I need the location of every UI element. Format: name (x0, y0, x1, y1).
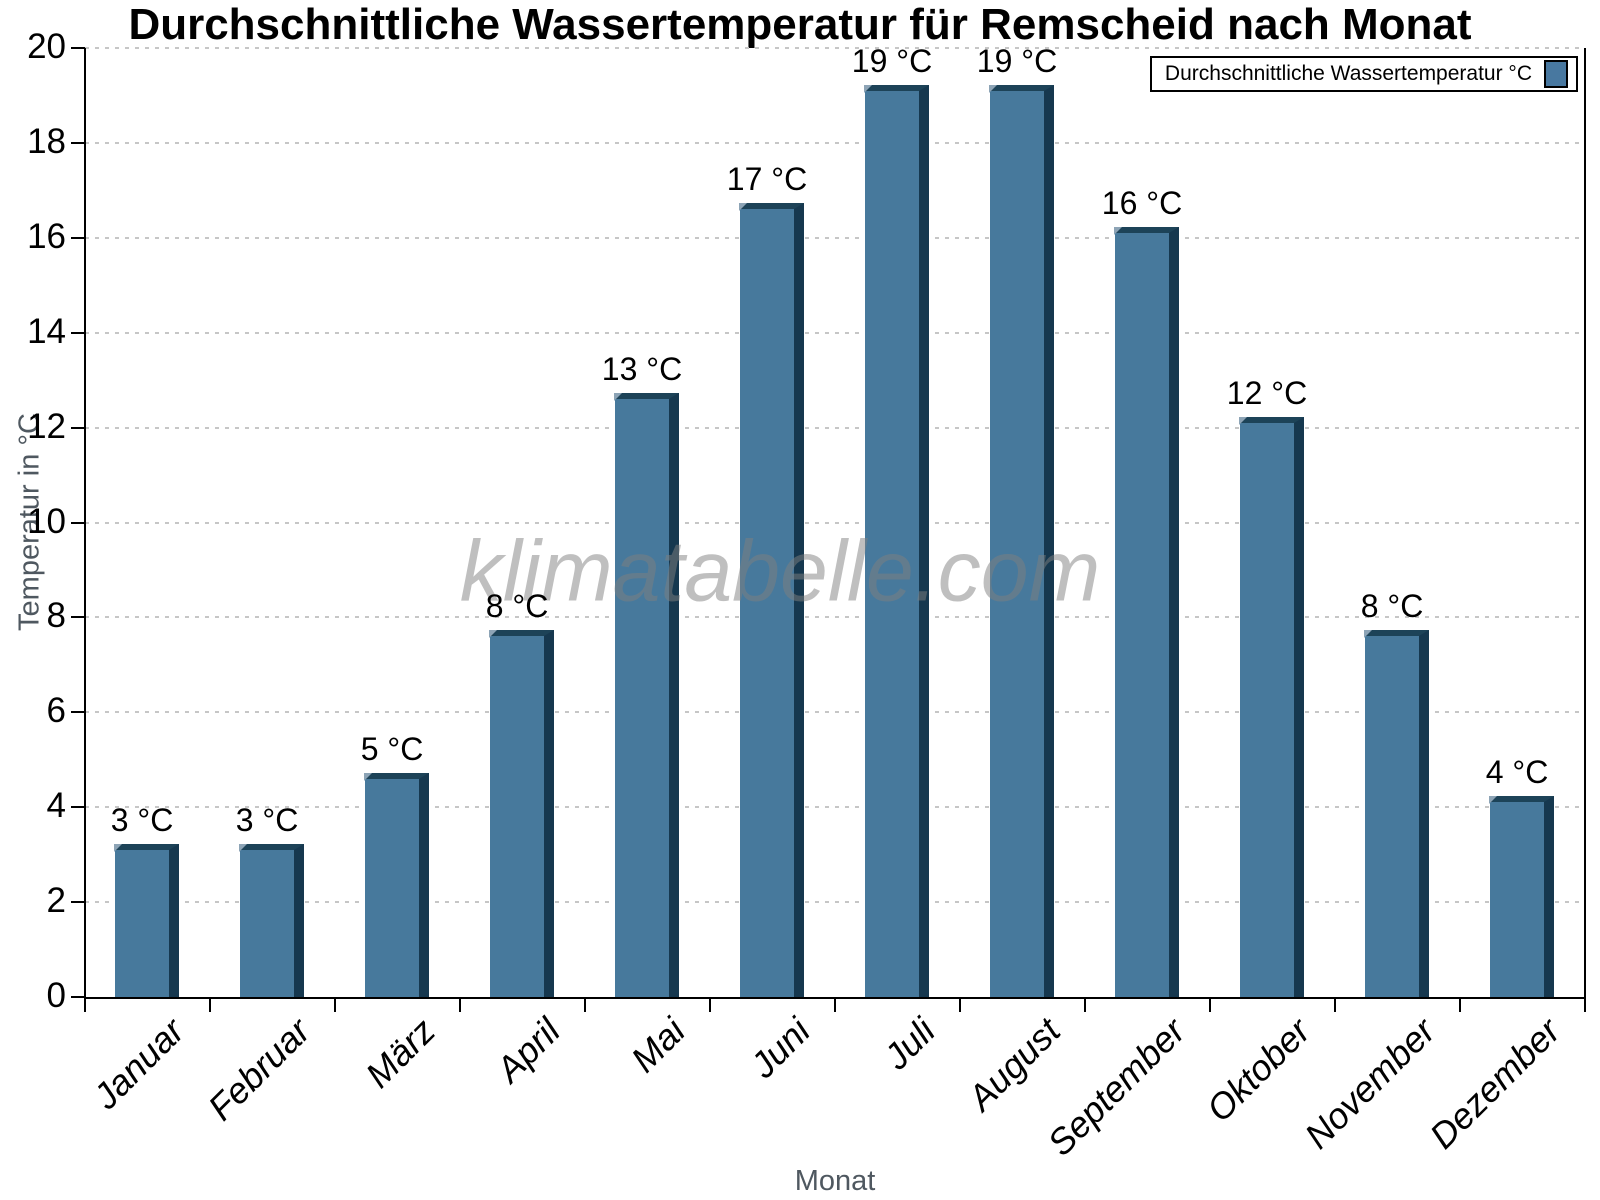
y-tick-20 (71, 47, 85, 49)
value-label-august: 19 °C (976, 43, 1058, 79)
value-label-februar: 3 °C (235, 802, 299, 838)
y-tick-2 (71, 901, 85, 903)
bar-bevel-september (1114, 227, 1122, 235)
y-axis-line (84, 48, 86, 999)
y-tick-label-8: 8 (46, 596, 66, 635)
bar-bevel-mai (614, 393, 622, 401)
gridline-12 (85, 427, 1585, 429)
value-label-juli: 19 °C (851, 43, 933, 79)
bar-januar (114, 844, 179, 997)
legend-label: Durchschnittliche Wassertemperatur °C (1164, 62, 1532, 85)
x-tick-2 (334, 999, 336, 1012)
bar-bevel-februar (239, 844, 247, 852)
bar-dezember (1489, 796, 1554, 997)
bar-september (1114, 227, 1179, 997)
bar-bevel-oktober (1239, 417, 1247, 425)
bar-bevel-april (489, 630, 497, 638)
gridline-14 (85, 332, 1585, 334)
value-label-oktober: 12 °C (1226, 375, 1308, 411)
bar-bevel-november (1364, 630, 1372, 638)
value-label-mai: 13 °C (601, 351, 683, 387)
x-tick-4 (584, 999, 586, 1012)
y-tick-label-12: 12 (27, 407, 66, 446)
watermark: klimatabelle.com (459, 523, 1101, 620)
x-tick-8 (1084, 999, 1086, 1012)
legend: Durchschnittliche Wassertemperatur °C (1150, 56, 1578, 92)
y-tick-18 (71, 142, 85, 144)
legend-swatch-icon (1544, 60, 1568, 88)
y-tick-14 (71, 332, 85, 334)
bar-bevel-maerz (364, 773, 372, 781)
y-tick-8 (71, 616, 85, 618)
bar-bevel-januar (114, 844, 122, 852)
bar-juli (864, 85, 929, 997)
x-tick-0 (84, 999, 86, 1012)
value-label-dezember: 4 °C (1485, 754, 1549, 790)
x-tick-12 (1584, 999, 1586, 1012)
x-tick-3 (459, 999, 461, 1012)
gridline-4 (85, 806, 1585, 808)
gridline-16 (85, 237, 1585, 239)
value-label-maerz: 5 °C (360, 731, 424, 767)
x-tick-5 (709, 999, 711, 1012)
y-tick-label-20: 20 (27, 27, 66, 66)
y-tick-label-18: 18 (27, 122, 66, 161)
gridline-18 (85, 142, 1585, 144)
gridline-2 (85, 901, 1585, 903)
bar-juni (739, 203, 804, 997)
bar-august (989, 85, 1054, 997)
bar-mai (614, 393, 679, 997)
x-tick-11 (1459, 999, 1461, 1012)
y-tick-0 (71, 996, 85, 998)
x-tick-9 (1209, 999, 1211, 1012)
gridline-6 (85, 711, 1585, 713)
x-tick-1 (209, 999, 211, 1012)
gridline-10 (85, 522, 1585, 524)
x-axis-line (84, 997, 1586, 999)
bar-april (489, 630, 554, 997)
bar-oktober (1239, 417, 1304, 997)
chart-title: Durchschnittliche Wassertemperatur für R… (128, 0, 1472, 49)
bar-bevel-juli (864, 85, 872, 93)
y-tick-4 (71, 806, 85, 808)
x-tick-6 (834, 999, 836, 1012)
y-tick-label-2: 2 (46, 881, 66, 920)
x-tick-7 (959, 999, 961, 1012)
y-tick-label-16: 16 (27, 217, 66, 256)
bar-februar (239, 844, 304, 997)
y-tick-label-0: 0 (46, 976, 66, 1015)
gridline-20 (85, 47, 1585, 49)
gridline-8 (85, 616, 1585, 618)
y-tick-10 (71, 522, 85, 524)
value-label-juni: 17 °C (726, 161, 808, 197)
value-label-september: 16 °C (1101, 185, 1183, 221)
x-axis-title: Monat (794, 1165, 876, 1197)
bar-november (1364, 630, 1429, 997)
value-label-april: 8 °C (485, 588, 549, 624)
y-tick-label-10: 10 (27, 502, 66, 541)
bar-bevel-juni (739, 203, 747, 211)
y-tick-label-4: 4 (46, 786, 66, 825)
y-tick-6 (71, 711, 85, 713)
y-tick-label-6: 6 (46, 691, 66, 730)
x-tick-10 (1334, 999, 1336, 1012)
y-tick-12 (71, 427, 85, 429)
bar-maerz (364, 773, 429, 997)
right-axis-line (1584, 48, 1586, 999)
value-label-januar: 3 °C (110, 802, 174, 838)
value-label-november: 8 °C (1360, 588, 1424, 624)
y-tick-16 (71, 237, 85, 239)
bar-bevel-dezember (1489, 796, 1497, 804)
bar-bevel-august (989, 85, 997, 93)
y-tick-label-14: 14 (27, 312, 66, 351)
